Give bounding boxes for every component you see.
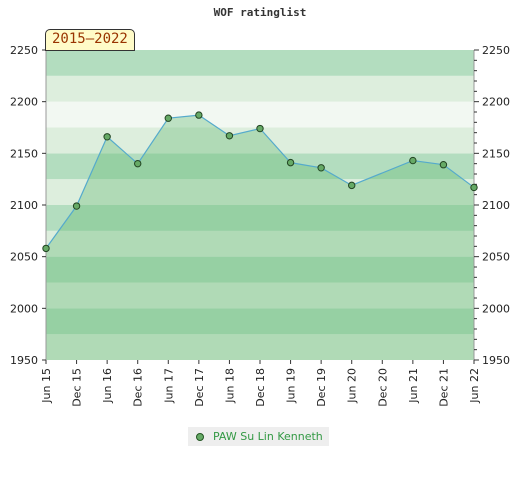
y-tick-label-left: 2000 xyxy=(10,302,38,315)
y-tick-label-right: 2200 xyxy=(482,96,510,109)
x-tick-label: Jun 18 xyxy=(223,368,236,404)
data-point xyxy=(195,111,203,119)
chart-title: WOF ratinglist xyxy=(213,6,307,19)
data-point xyxy=(134,159,142,168)
data-point xyxy=(470,183,478,192)
data-point xyxy=(256,124,264,133)
y-tick-label-left: 2050 xyxy=(10,251,38,264)
x-tick-label: Jun 16 xyxy=(101,368,114,404)
x-tick-label: Dec 17 xyxy=(193,368,206,407)
x-tick-label: Dec 18 xyxy=(254,368,267,407)
y-tick-label-left: 2100 xyxy=(10,199,38,212)
data-point xyxy=(439,161,448,169)
rating-area-fill xyxy=(46,115,474,360)
x-tick-label: Jun 19 xyxy=(285,368,298,404)
y-tick-label-right: 1950 xyxy=(482,354,510,367)
x-tick-label: Dec 16 xyxy=(132,368,145,407)
background-band xyxy=(46,75,474,102)
background-band xyxy=(46,282,474,309)
x-tick-label: Jun 22 xyxy=(468,368,481,404)
background-band xyxy=(46,256,474,283)
data-point xyxy=(72,202,81,210)
background-band xyxy=(46,50,474,76)
background-bands xyxy=(46,50,474,360)
legend-label: PAW Su Lin Kenneth xyxy=(213,430,323,443)
data-point xyxy=(103,133,111,141)
x-tick-label: Jun 20 xyxy=(346,368,359,404)
x-tick-label: Jun 15 xyxy=(40,368,53,404)
background-band xyxy=(46,334,474,360)
y-tick-label-left: 2200 xyxy=(10,96,38,109)
background-band xyxy=(46,153,474,180)
x-tick-label: Dec 21 xyxy=(437,368,450,407)
period-badge: 2015–2022 xyxy=(45,29,135,51)
y-tick-label-left: 2250 xyxy=(10,44,38,57)
background-band xyxy=(46,230,474,257)
data-point xyxy=(317,164,325,172)
data-points xyxy=(42,111,478,253)
x-tick-label: Dec 20 xyxy=(376,368,389,407)
data-point xyxy=(42,244,50,253)
data-point xyxy=(225,132,234,140)
y-tick-label-right: 2150 xyxy=(482,147,510,160)
background-band xyxy=(46,179,474,205)
x-tick-label: Jun 17 xyxy=(162,368,175,404)
data-point xyxy=(164,114,172,122)
y-tick-label-right: 2100 xyxy=(482,199,510,212)
data-point xyxy=(348,181,356,190)
axes: 1950 1950 2000 2000 2050 2050 2100 2100 2150 2150… xyxy=(10,44,510,407)
y-tick-label-right: 2250 xyxy=(482,44,510,57)
y-tick-label-left: 1950 xyxy=(10,354,38,367)
background-band xyxy=(46,101,474,128)
legend-marker-icon xyxy=(196,432,204,441)
x-tick-label: Jun 21 xyxy=(407,368,420,404)
y-tick-label-right: 2000 xyxy=(482,302,510,315)
x-tick-label: Dec 19 xyxy=(315,368,328,407)
y-tick-label-right: 2050 xyxy=(482,251,510,264)
x-tick-label: Dec 15 xyxy=(71,368,84,407)
rating-line xyxy=(45,114,475,249)
y-tick-label-left: 2150 xyxy=(10,147,38,160)
legend: PAW Su Lin Kenneth xyxy=(188,427,329,446)
data-point xyxy=(409,156,417,165)
data-point xyxy=(286,158,295,167)
background-band xyxy=(46,205,474,231)
background-band xyxy=(46,308,474,335)
